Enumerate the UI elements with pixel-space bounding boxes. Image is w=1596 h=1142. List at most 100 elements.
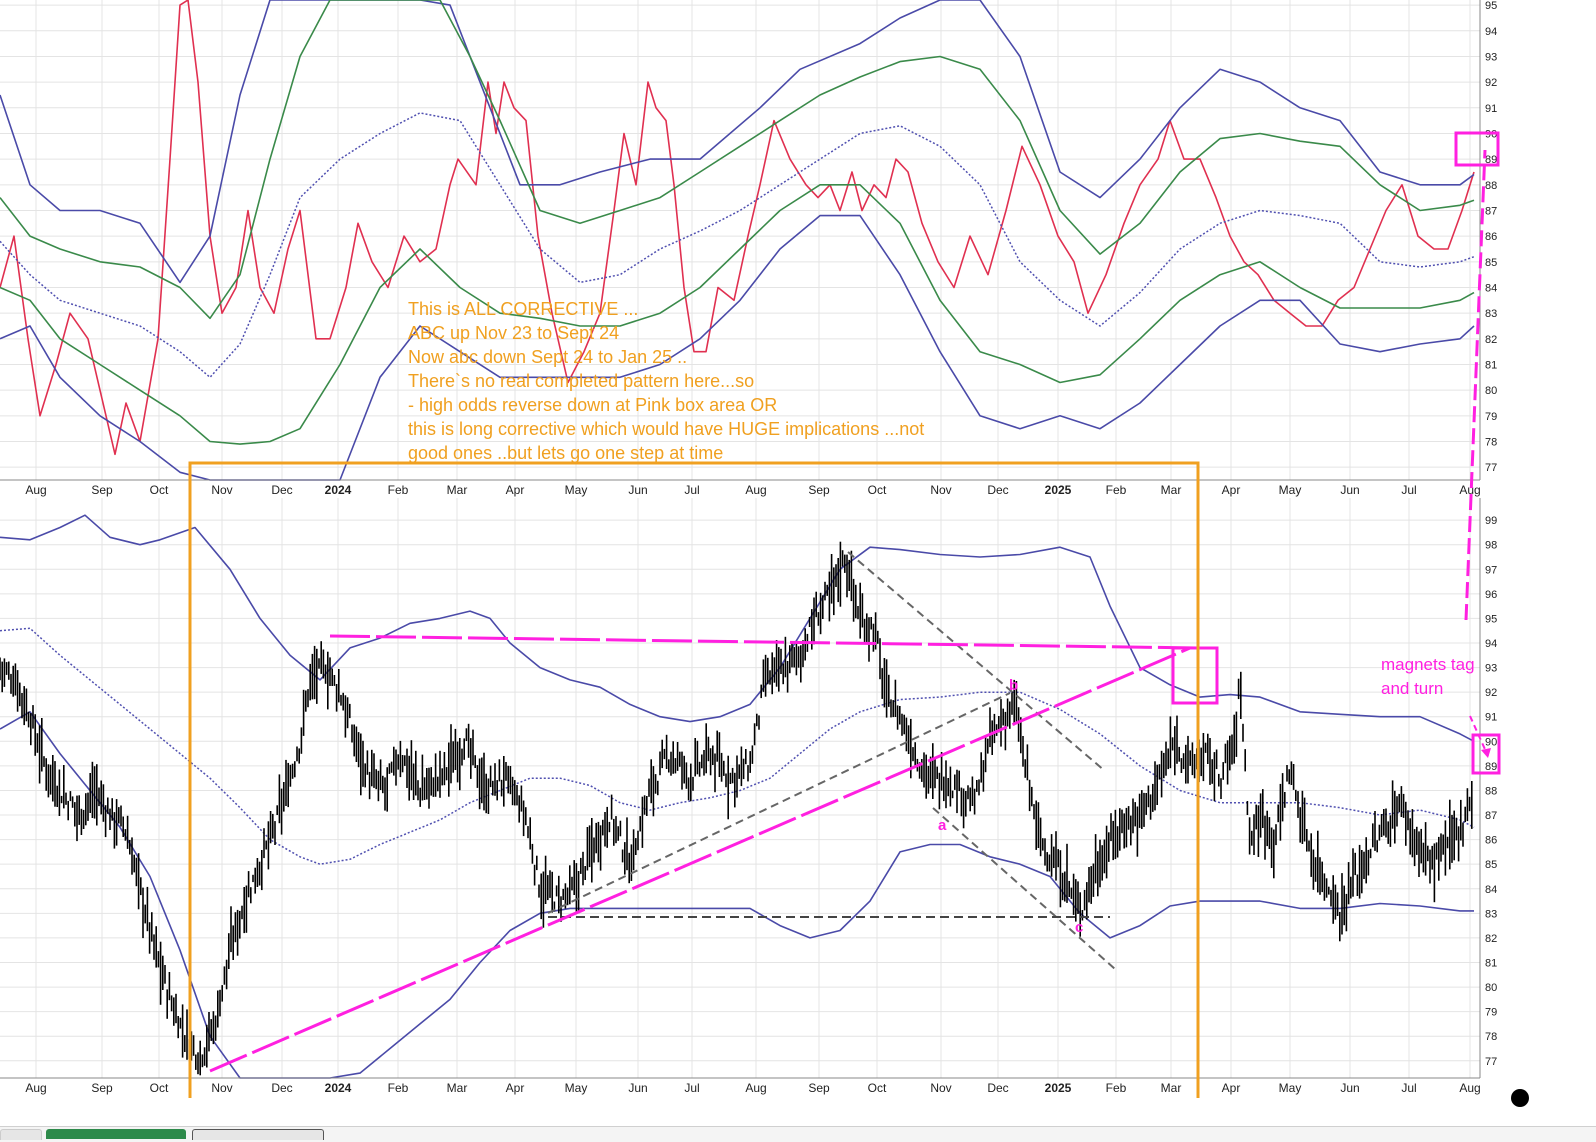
y-tick-label: 81 [1485, 957, 1497, 969]
y-tick-label: 88 [1485, 785, 1497, 797]
note-line-4: There`s no real completed pattern here..… [408, 371, 754, 391]
x-tick-label: Feb [388, 1081, 409, 1095]
magenta-horizontal-line [329, 634, 1201, 650]
panel2-y-axis: 77 78 79 80 81 82 83 84 85 86 87 88 89 90 91 92 93 94 95 96… [1485, 515, 1497, 1068]
x-tick-label: May [565, 1081, 588, 1095]
y-tick-label: 85 [1485, 859, 1497, 871]
x-tick-label: Apr [1222, 1081, 1241, 1095]
x-tick-label: 2024 [325, 483, 352, 497]
y-tick-label: 87 [1485, 205, 1497, 217]
x-tick-label: Aug [25, 483, 46, 497]
y-tick-label: 90 [1485, 736, 1497, 748]
x-tick-label: Nov [930, 1081, 951, 1095]
y-tick-label: 89 [1485, 761, 1497, 773]
x-tick-label: Mar [1161, 483, 1182, 497]
x-tick-label: Nov [211, 1081, 232, 1095]
y-tick-label: 77 [1485, 462, 1497, 474]
wave-label-a: a [938, 817, 947, 834]
x-tick-label: 2025 [1045, 1081, 1072, 1095]
x-tick-label: Oct [868, 483, 887, 497]
x-tick-label: Oct [150, 1081, 169, 1095]
x-tick-label: May [1279, 1081, 1302, 1095]
x-tick-label: Oct [150, 483, 169, 497]
series-band-mid [0, 627, 1475, 865]
x-tick-label: Apr [506, 1081, 525, 1095]
y-tick-label: 94 [1485, 26, 1497, 38]
panel2-grid [0, 498, 1480, 1078]
x-tick-label: Dec [987, 1081, 1008, 1095]
bottom-tab-3[interactable] [192, 1129, 324, 1140]
x-tick-label: 2024 [325, 1081, 352, 1095]
bottom-tab-strip [0, 1126, 1596, 1142]
y-tick-label: 86 [1485, 835, 1497, 847]
y-tick-label: 83 [1485, 908, 1497, 920]
wave-label-c: c [1075, 919, 1083, 936]
x-tick-label: Jun [628, 483, 647, 497]
panel1-x-axis: Aug Sep Oct Nov Dec 2024 Feb Mar Apr May Jun Jul Aug… [25, 483, 1480, 497]
x-tick-label: Jul [1401, 483, 1416, 497]
x-tick-label: Nov [930, 483, 951, 497]
wave-label-b: b [1009, 677, 1018, 694]
x-tick-label: Mar [447, 483, 468, 497]
gray-channel-lower-line [932, 807, 1116, 970]
y-tick-label: 93 [1485, 51, 1497, 63]
y-tick-label: 99 [1485, 515, 1497, 527]
bottom-tab-1[interactable] [0, 1129, 42, 1140]
x-tick-label: Jun [628, 1081, 647, 1095]
panel1-grid [0, 0, 1480, 480]
x-tick-label: Mar [447, 1081, 468, 1095]
y-tick-label: 77 [1485, 1056, 1497, 1068]
x-tick-label: Feb [1106, 483, 1127, 497]
y-tick-label: 81 [1485, 359, 1497, 371]
x-tick-label: Dec [987, 483, 1008, 497]
gray-channel-upper-line [847, 551, 1106, 772]
note-line-6: this is long corrective which would have… [408, 419, 924, 439]
y-tick-label: 96 [1485, 589, 1497, 601]
x-tick-label: Mar [1161, 1081, 1182, 1095]
y-tick-label: 88 [1485, 180, 1497, 192]
bottom-tab-2[interactable] [46, 1129, 186, 1139]
x-tick-label: 2025 [1045, 483, 1072, 497]
magnets-text-line-1: magnets tag [1381, 655, 1475, 674]
y-tick-label: 95 [1485, 0, 1497, 12]
x-tick-label: Jun [1340, 1081, 1359, 1095]
y-tick-label: 97 [1485, 564, 1497, 576]
y-tick-label: 83 [1485, 308, 1497, 320]
x-tick-label: May [1279, 483, 1302, 497]
y-tick-label: 80 [1485, 385, 1497, 397]
y-tick-label: 94 [1485, 638, 1497, 650]
magenta-vertical-connector [1464, 149, 1487, 621]
series-indicator [0, 0, 1475, 456]
y-tick-label: 92 [1485, 77, 1497, 89]
y-tick-label: 93 [1485, 663, 1497, 675]
price-candles [0, 541, 1473, 1076]
magenta-arrow-head [1481, 748, 1491, 758]
y-tick-label: 79 [1485, 1007, 1497, 1019]
note-line-3: Now abc down Sept 24 to Jan 25 .. [408, 347, 687, 367]
x-tick-label: Sep [808, 1081, 830, 1095]
y-tick-label: 82 [1485, 334, 1497, 346]
note-line-1: This is ALL CORRECTIVE ... [408, 299, 638, 319]
x-tick-label: Feb [1106, 1081, 1127, 1095]
pink-box-target [1171, 646, 1219, 705]
y-tick-label: 89 [1485, 154, 1497, 166]
x-tick-label: Feb [388, 483, 409, 497]
x-tick-label: Aug [25, 1081, 46, 1095]
note-line-2: ABC up Nov 23 to Sept 24 [408, 323, 619, 343]
y-tick-label: 78 [1485, 1031, 1497, 1043]
x-tick-label: Dec [271, 483, 292, 497]
note-line-5: - high odds reverse down at Pink box are… [408, 395, 777, 415]
x-tick-label: Jul [684, 1081, 699, 1095]
x-tick-label: Apr [506, 483, 525, 497]
y-tick-label: 82 [1485, 933, 1497, 945]
x-tick-label: Sep [808, 483, 830, 497]
y-tick-label: 91 [1485, 712, 1497, 724]
x-tick-label: Oct [868, 1081, 887, 1095]
x-tick-label: Jul [1401, 1081, 1416, 1095]
series-band-upper-inner [0, 0, 1475, 320]
orange-region-box [188, 461, 1200, 1098]
magenta-uptrend-line [209, 646, 1191, 1073]
x-tick-label: Aug [745, 483, 766, 497]
